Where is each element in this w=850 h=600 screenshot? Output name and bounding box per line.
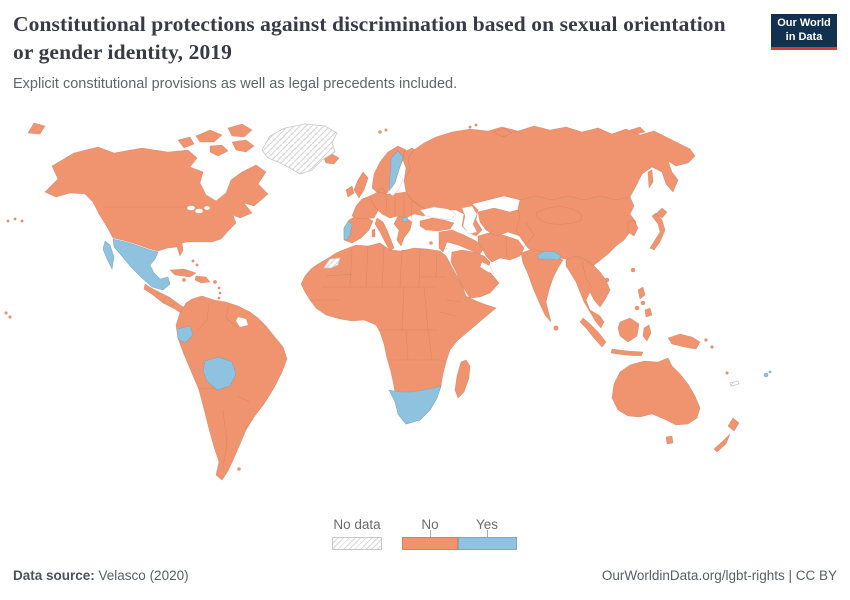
legend-swatch-no[interactable] <box>402 537 458 550</box>
chart-subtitle: Explicit constitutional provisions as we… <box>13 76 458 92</box>
country-united-kingdom <box>353 171 369 199</box>
persian-gulf <box>479 261 495 275</box>
country-arabia <box>450 249 500 299</box>
country-korea <box>627 219 639 237</box>
country-sweden <box>388 150 404 192</box>
owid-logo[interactable]: Our World in Data <box>771 14 837 50</box>
country-portugal <box>343 220 353 241</box>
legend-label-yes: Yes <box>475 517 499 532</box>
data-source-value: Velasco (2020) <box>94 568 189 583</box>
page-title: Constitutional protections against discr… <box>13 12 726 65</box>
black-sea <box>419 206 457 221</box>
map-regions-yes[interactable] <box>102 150 772 425</box>
owid-logo-text: Our World in Data <box>777 16 831 43</box>
legend-tick-yes <box>487 530 488 537</box>
country-new-zealand <box>727 417 740 432</box>
country-south-america <box>175 295 288 481</box>
legend-tick-no <box>430 530 431 537</box>
world-map[interactable] <box>0 108 850 512</box>
country-indochina <box>565 255 611 329</box>
country-south-africa <box>388 385 442 425</box>
country-iran-block <box>477 231 525 263</box>
data-source-label: Data source: <box>13 568 95 583</box>
data-source: Data source: Velasco (2020) <box>13 568 189 583</box>
owid-logo-red-bar <box>771 47 837 50</box>
country-mexico-baja <box>102 240 115 270</box>
country-ecuador <box>176 325 194 344</box>
legend-swatch-no-data[interactable] <box>332 537 382 550</box>
country-sumatra <box>579 317 607 348</box>
region-western-sahara <box>323 257 341 269</box>
country-japan <box>649 212 666 251</box>
country-china <box>515 195 637 269</box>
great-lakes <box>186 205 196 211</box>
country-borneo <box>617 317 640 343</box>
country-italy <box>374 217 395 252</box>
country-balkans <box>393 215 413 247</box>
legend-swatch-yes[interactable] <box>458 537 517 550</box>
country-cuba <box>169 268 197 278</box>
map-regions-no[interactable] <box>4 122 740 481</box>
caspian-sea <box>461 205 478 235</box>
country-australia <box>611 357 701 426</box>
country-turkey <box>419 217 455 232</box>
footer-credit-link[interactable]: OurWorldinData.org/lgbt-rights | CC BY <box>601 568 837 583</box>
country-north-america <box>44 146 269 257</box>
country-nepal <box>536 250 562 261</box>
region-greenland <box>261 123 338 175</box>
country-philippines <box>637 286 646 300</box>
map-regions-no-data[interactable] <box>261 123 740 387</box>
map-country-borders <box>103 193 593 469</box>
legend-label-no: No <box>421 517 439 532</box>
legend-label-no-data: No data <box>333 517 381 532</box>
country-kosovo <box>401 216 409 223</box>
country-fiji <box>763 372 769 378</box>
country-bolivia <box>202 356 237 391</box>
owid-logo-box: Our World in Data <box>771 14 837 47</box>
country-mexico <box>112 238 171 291</box>
map-inland-seas <box>186 172 495 327</box>
region-new-caledonia <box>729 380 740 387</box>
country-madagascar <box>454 359 471 399</box>
country-middle-east <box>438 229 485 255</box>
country-ireland <box>345 185 355 198</box>
country-new-guinea <box>667 333 701 350</box>
french-guiana-gap <box>236 317 248 327</box>
